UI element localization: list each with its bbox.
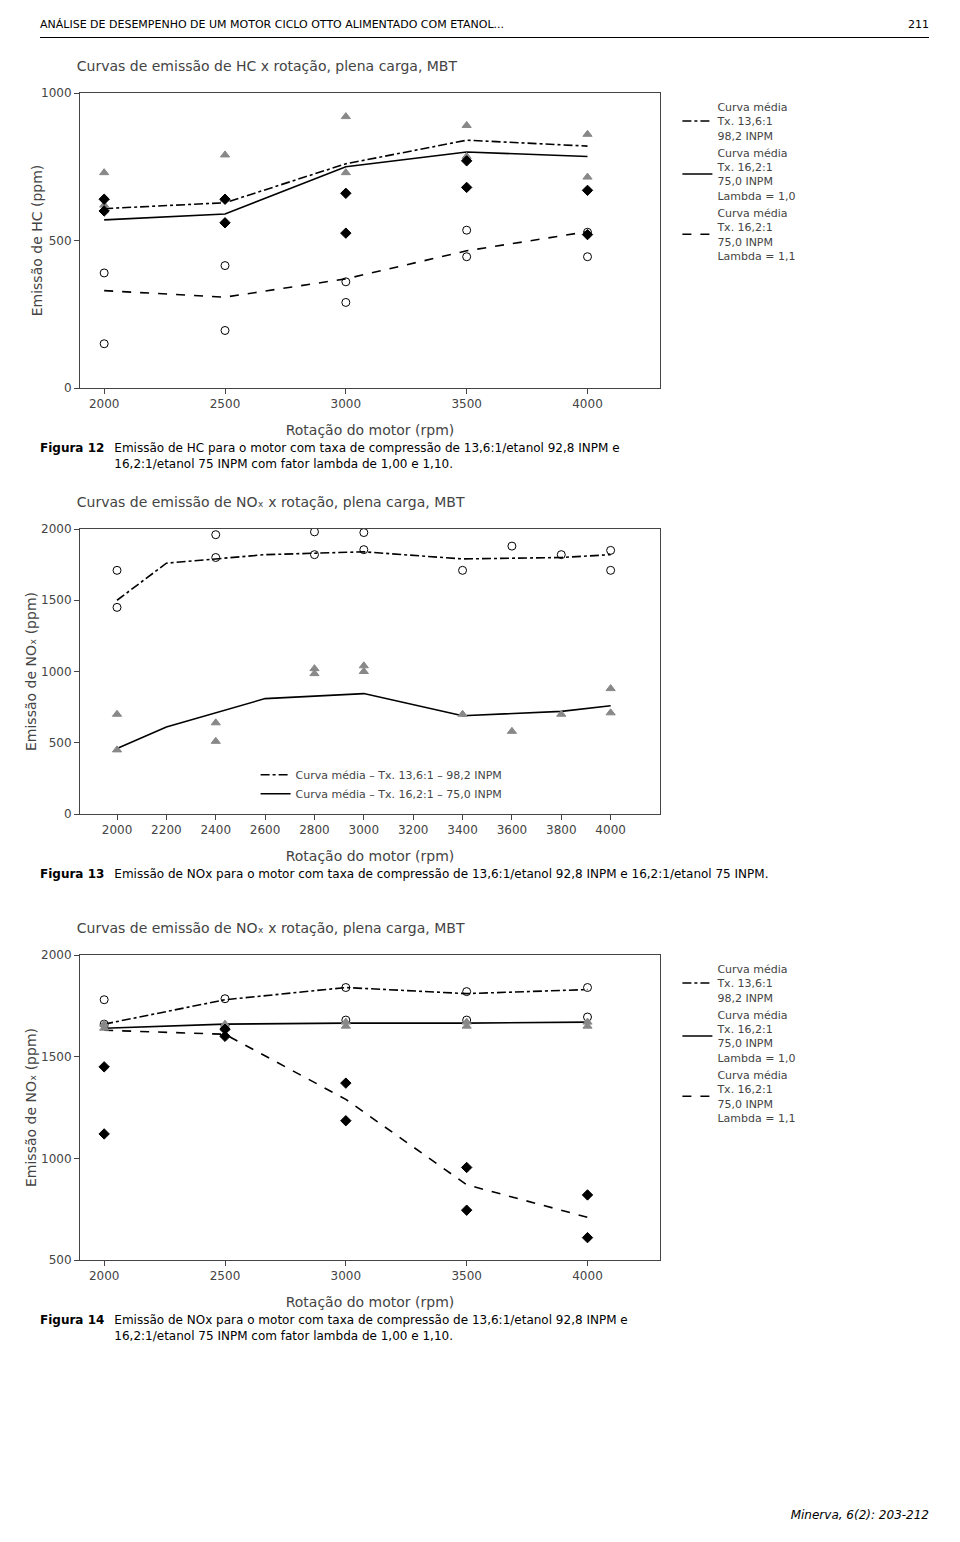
svg-text:Curva média – Tx. 13,6:1 – 98,: Curva média – Tx. 13,6:1 – 98,2 INPM [296, 769, 502, 782]
svg-text:Curva média – Tx. 16,2:1 – 75,: Curva média – Tx. 16,2:1 – 75,0 INPM [296, 788, 502, 801]
html-text:211: 211 [908, 18, 929, 31]
html-text:Minerva, 6(2): 203-212: Minerva, 6(2): 203-212 [790, 1508, 929, 1522]
svg-text:1000: 1000 [41, 1152, 72, 1166]
svg-text:Curvas de emissão de HC x rota: Curvas de emissão de HC x rotação, plena… [77, 58, 458, 74]
html-text:Figura 12: Figura 12 [40, 441, 105, 455]
svg-text:Curva médiaTx. 16,2:175,0 INPM: Curva médiaTx. 16,2:175,0 INPMLambda = 1… [716, 1069, 795, 1125]
svg-text:500: 500 [49, 736, 72, 750]
svg-text:3200: 3200 [398, 823, 429, 837]
svg-text:4000: 4000 [572, 397, 603, 411]
svg-text:3500: 3500 [451, 1269, 482, 1283]
svg-text:4000: 4000 [572, 1269, 603, 1283]
svg-text:Curva médiaTx. 16,2:175,0 INPM: Curva médiaTx. 16,2:175,0 INPMLambda = 1… [716, 1009, 795, 1065]
svg-text:4000: 4000 [595, 823, 626, 837]
html-text:Figura 14: Figura 14 [40, 1313, 105, 1327]
svg-text:2200: 2200 [151, 823, 182, 837]
svg-text:2400: 2400 [200, 823, 231, 837]
svg-text:Curva médiaTx. 13,6:198,2 INPM: Curva médiaTx. 13,6:198,2 INPM [716, 963, 787, 1005]
svg-text:3400: 3400 [447, 823, 478, 837]
svg-text:Rotação do motor (rpm): Rotação do motor (rpm) [286, 422, 455, 438]
svg-text:2600: 2600 [250, 823, 281, 837]
svg-text:3500: 3500 [451, 397, 482, 411]
svg-text:3600: 3600 [497, 823, 528, 837]
svg-text:Rotação do motor (rpm): Rotação do motor (rpm) [286, 848, 455, 864]
svg-text:1000: 1000 [41, 665, 72, 679]
svg-text:Curva médiaTx. 16,2:175,0 INPM: Curva médiaTx. 16,2:175,0 INPMLambda = 1… [716, 207, 795, 263]
html-text:Emissão de NOx para o motor co: Emissão de NOx para o motor com taxa de … [114, 867, 769, 881]
svg-text:2800: 2800 [299, 823, 330, 837]
svg-text:2000: 2000 [102, 823, 133, 837]
svg-text:3800: 3800 [546, 823, 577, 837]
svg-text:0: 0 [64, 807, 72, 821]
svg-text:2000: 2000 [41, 522, 72, 536]
svg-text:2000: 2000 [89, 397, 120, 411]
html-text:Emissão de NOx para o motor co: Emissão de NOx para o motor com taxa de … [114, 1313, 628, 1343]
svg-text:0: 0 [64, 381, 72, 395]
svg-text:Curva médiaTx. 13,6:198,2 INPM: Curva médiaTx. 13,6:198,2 INPM [716, 101, 787, 143]
svg-text:500: 500 [49, 234, 72, 248]
svg-text:3000: 3000 [331, 1269, 362, 1283]
html-text:Figura 13: Figura 13 [40, 867, 105, 881]
svg-text:2500: 2500 [210, 1269, 241, 1283]
svg-text:Emissão de NOₓ (ppm): Emissão de NOₓ (ppm) [23, 1028, 39, 1187]
svg-text:1500: 1500 [41, 593, 72, 607]
svg-text:2000: 2000 [89, 1269, 120, 1283]
svg-text:1500: 1500 [41, 1050, 72, 1064]
svg-text:3000: 3000 [331, 397, 362, 411]
svg-text:2500: 2500 [210, 397, 241, 411]
svg-text:Rotação do motor (rpm): Rotação do motor (rpm) [286, 1294, 455, 1310]
svg-text:1000: 1000 [41, 86, 72, 100]
svg-text:Emissão de HC (ppm): Emissão de HC (ppm) [29, 165, 45, 317]
svg-text:Curva médiaTx. 16,2:175,0 INPM: Curva médiaTx. 16,2:175,0 INPMLambda = 1… [716, 147, 795, 203]
svg-text:Curvas de emissão de NOₓ x rot: Curvas de emissão de NOₓ x rotação, plen… [77, 920, 465, 936]
html-text:ANÁLISE DE DESEMPENHO DE UM MO: ANÁLISE DE DESEMPENHO DE UM MOTOR CICLO … [40, 18, 504, 31]
html-text:Emissão de HC para o motor com: Emissão de HC para o motor com taxa de c… [114, 441, 620, 471]
svg-text:Curvas de emissão de NOₓ x rot: Curvas de emissão de NOₓ x rotação, plen… [77, 494, 465, 510]
svg-text:500: 500 [49, 1253, 72, 1267]
svg-text:3000: 3000 [349, 823, 380, 837]
svg-text:2000: 2000 [41, 948, 72, 962]
svg-text:Emissão de NOₓ (ppm): Emissão de NOₓ (ppm) [23, 592, 39, 751]
